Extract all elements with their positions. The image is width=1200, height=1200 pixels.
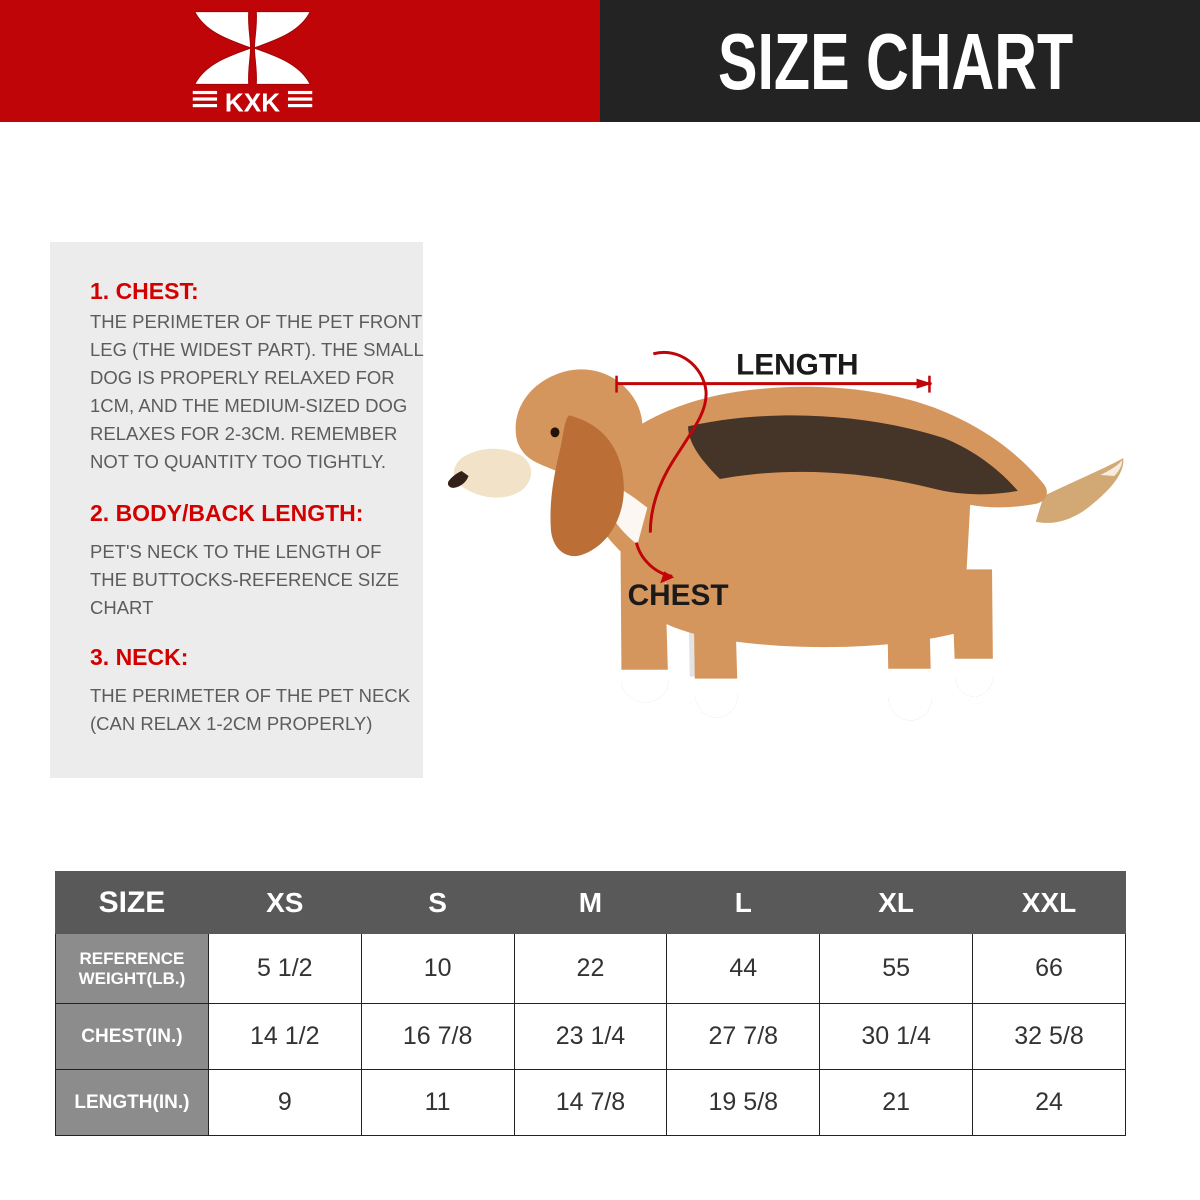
svg-text:LENGTH: LENGTH — [736, 349, 859, 382]
svg-text:CHEST: CHEST — [628, 579, 729, 612]
svg-text:KXK: KXK — [225, 87, 280, 117]
